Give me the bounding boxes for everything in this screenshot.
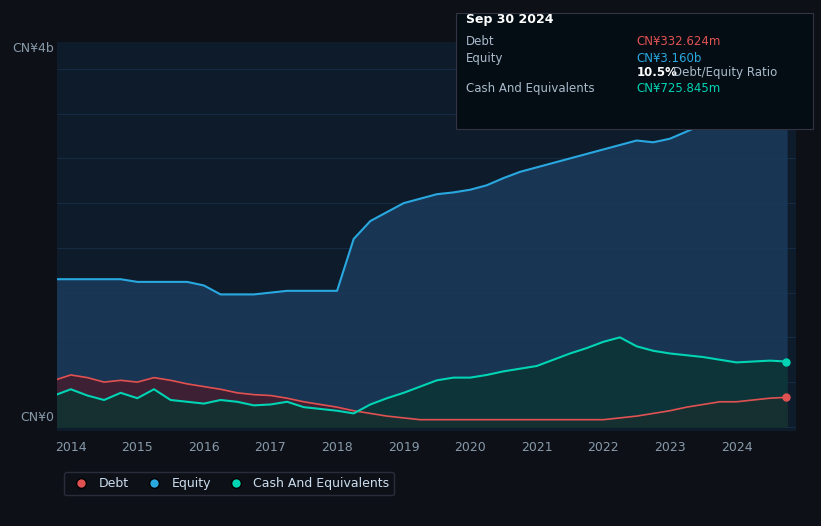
Text: CN¥725.845m: CN¥725.845m bbox=[636, 82, 721, 95]
Text: CN¥0: CN¥0 bbox=[20, 410, 54, 423]
Text: Cash And Equivalents: Cash And Equivalents bbox=[466, 82, 594, 95]
Legend: Debt, Equity, Cash And Equivalents: Debt, Equity, Cash And Equivalents bbox=[64, 472, 394, 495]
Text: CN¥3.160b: CN¥3.160b bbox=[636, 52, 702, 65]
Text: Debt: Debt bbox=[466, 35, 494, 48]
Text: CN¥332.624m: CN¥332.624m bbox=[636, 35, 721, 48]
Text: CN¥4b: CN¥4b bbox=[12, 42, 54, 55]
Text: 10.5%: 10.5% bbox=[636, 66, 677, 79]
Text: Equity: Equity bbox=[466, 52, 503, 65]
Text: Debt/Equity Ratio: Debt/Equity Ratio bbox=[673, 66, 777, 79]
Text: Sep 30 2024: Sep 30 2024 bbox=[466, 13, 553, 26]
